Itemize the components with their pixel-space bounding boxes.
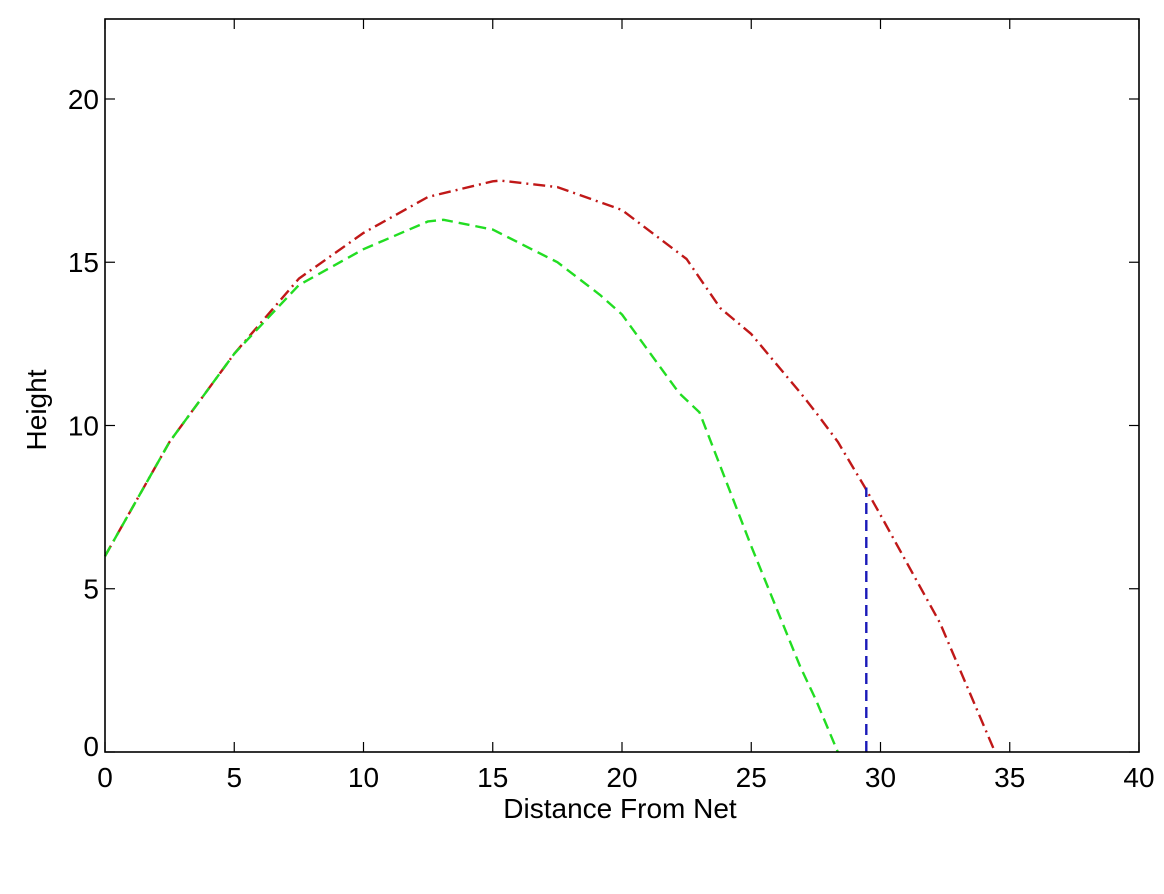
x-axis-ticks: 0 5 10 15 20 25 30 35 40 <box>97 19 1155 793</box>
y-tick-label: 20 <box>68 84 99 115</box>
x-tick-label: 15 <box>477 762 508 793</box>
y-tick-label: 10 <box>68 410 99 441</box>
x-tick-label: 30 <box>865 762 896 793</box>
y-tick-label: 15 <box>68 247 99 278</box>
x-tick-label: 10 <box>348 762 379 793</box>
y-tick-label: 5 <box>83 574 99 605</box>
y-axis-ticks: 0 5 10 15 20 <box>68 84 1139 762</box>
plot-area <box>105 19 1139 752</box>
y-tick-label: 0 <box>83 731 99 762</box>
x-tick-label: 20 <box>606 762 637 793</box>
x-tick-label: 0 <box>97 762 113 793</box>
x-axis-label: Distance From Net <box>503 793 737 824</box>
x-tick-label: 40 <box>1123 762 1154 793</box>
series-layer <box>103 179 997 753</box>
series-trajectory-red-dashdot <box>103 179 997 753</box>
series-trajectory-green-dashed <box>103 218 839 753</box>
y-axis-label: Height <box>21 369 52 450</box>
x-tick-label: 5 <box>226 762 242 793</box>
x-tick-label: 25 <box>736 762 767 793</box>
plot-background <box>105 19 1139 752</box>
x-tick-label: 35 <box>994 762 1025 793</box>
